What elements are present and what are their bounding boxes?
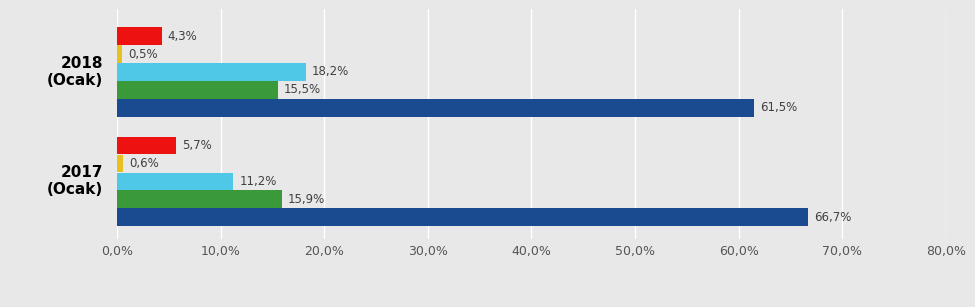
Bar [117,81,278,99]
Bar [117,137,176,154]
Text: 11,2%: 11,2% [239,175,277,188]
Text: 15,5%: 15,5% [284,84,321,96]
Text: 0,6%: 0,6% [130,157,159,170]
Text: 61,5%: 61,5% [760,101,798,114]
Bar [117,190,282,208]
Text: 15,9%: 15,9% [288,193,326,206]
Bar [117,45,122,63]
Bar [117,99,754,117]
Text: 5,7%: 5,7% [182,139,212,152]
Bar [117,173,233,190]
Bar [117,155,123,172]
Text: 0,5%: 0,5% [129,48,158,60]
Bar [117,63,305,81]
Bar [117,27,162,45]
Bar [117,208,808,226]
Text: 66,7%: 66,7% [814,211,851,223]
Text: 4,3%: 4,3% [168,30,198,43]
Text: 18,2%: 18,2% [312,65,349,79]
